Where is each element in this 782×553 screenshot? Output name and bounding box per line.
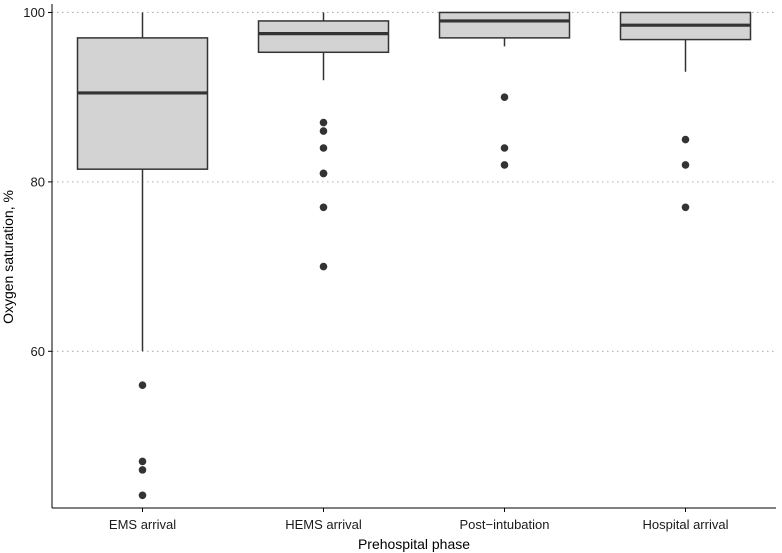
outlier-point [138,381,147,389]
gridlines [52,11,776,352]
box-group [76,12,209,500]
outlier-point [319,203,328,212]
box-series [76,11,752,500]
outlier-point [319,169,328,178]
box-group [438,11,571,169]
outlier-point [319,262,328,271]
x-tick-label: EMS arrival [109,517,176,532]
iqr-box [438,11,571,39]
outlier-point [138,466,147,474]
y-tick-label: 80 [31,174,45,189]
outlier-point [500,161,509,169]
box-group [619,11,752,212]
box-group [257,12,390,271]
outlier-point [138,457,147,466]
x-axis-title: Prehospital phase [358,536,470,552]
outlier-point [138,491,147,500]
outlier-point [319,127,328,135]
y-tick-label: 60 [31,344,45,359]
outlier-point [319,144,328,152]
x-tick-label: Hospital arrival [643,517,729,532]
outlier-point [500,144,509,152]
outlier-point [681,135,690,144]
iqr-box [257,20,390,54]
outlier-point [681,161,690,169]
y-axis-title: Oxygen saturation, % [0,190,16,324]
axes: 60 80 100 EMS arrival HEMS arrival Post−intub… [23,4,776,532]
y-tick-label: 100 [23,5,45,20]
x-tick-label: HEMS arrival [285,517,362,532]
iqr-box [76,37,209,170]
x-tick-label: Post−intubation [460,517,550,532]
outlier-point [500,93,509,101]
outlier-point [319,118,328,127]
outlier-point [681,203,690,212]
